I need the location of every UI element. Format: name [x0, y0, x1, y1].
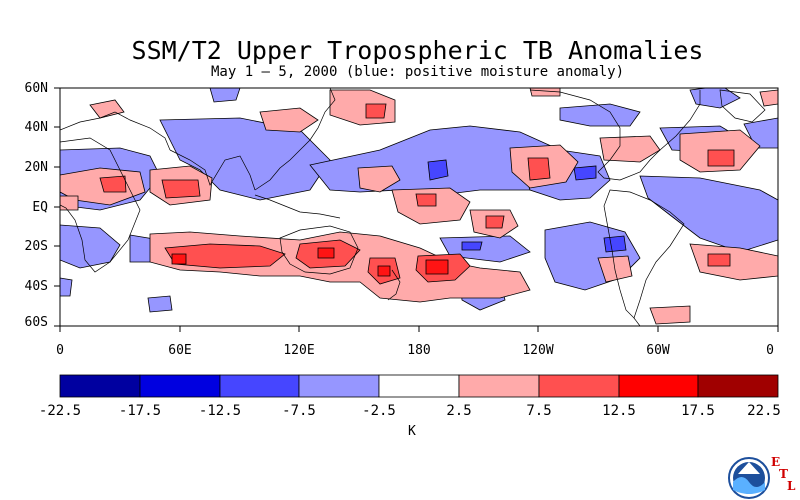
blue-strong-pacific [427, 159, 449, 181]
coastline-new-zealand [387, 269, 401, 301]
colorbar-bin [458, 374, 540, 398]
anomaly-field [60, 88, 778, 326]
red-mid-pacific-se [485, 215, 505, 229]
lon-tick: 60W [646, 343, 670, 358]
colorbar-bin [538, 374, 620, 398]
coastline-antarctic-peninsula [633, 317, 641, 326]
colorbar-label: 2.5 [446, 403, 472, 419]
coastlines [60, 88, 766, 326]
red-region-mid-pacific [357, 165, 401, 193]
colorbar-units: K [408, 424, 416, 439]
lon-tick: 120E [283, 343, 315, 358]
blue-region-north-atlantic [639, 175, 778, 253]
red-region-north-atlantic [599, 135, 661, 163]
coastline-indonesia [254, 194, 341, 219]
red-mid-south-indian [164, 243, 286, 269]
red-strong-tasman [377, 265, 391, 277]
lat-tick: 40N [24, 120, 48, 135]
colorbar-bin [219, 374, 300, 398]
blue-region-north-asia [209, 88, 241, 103]
etl-letter-t: T [779, 467, 788, 481]
lat-tick: 60S [24, 315, 48, 330]
blue-region-small-3 [60, 277, 73, 297]
coastline-arabia-india [169, 149, 256, 191]
coastline-south-america [603, 189, 685, 319]
lat-tick: EQ [32, 200, 48, 215]
lon-tick: 120W [522, 343, 554, 358]
blue-region-small-1 [147, 295, 173, 313]
colorbar-label: 22.5 [747, 403, 781, 419]
colorbar-label: 17.5 [681, 403, 715, 419]
lat-tick: 20S [24, 239, 48, 254]
coastline-north-america [529, 89, 701, 181]
coastline-australia [279, 225, 359, 275]
noaa-logo [728, 457, 770, 499]
red-mid-arabian [99, 175, 127, 193]
colorbar-bin [697, 374, 779, 398]
blue-strong-pacific-south [461, 241, 483, 251]
red-mid-east-tropical [527, 157, 551, 181]
blue-strong-east-pacific [573, 165, 597, 181]
page-title: SSM/T2 Upper Tropospheric TB Anomalies [131, 36, 704, 65]
colorbar-bin [139, 374, 221, 398]
blue-region-north-pacific [559, 103, 641, 127]
red-strong-south-pacific [425, 259, 449, 275]
blue-region-arctic-atlantic [689, 88, 741, 109]
coastline-africa [60, 137, 141, 273]
coastline-europe [60, 111, 171, 151]
red-region-small-5 [759, 89, 778, 107]
page-subtitle: May 1 – 5, 2000 (blue: positive moisture… [210, 64, 624, 80]
lon-tick: 0 [56, 343, 64, 358]
colorbar-label: -7.5 [282, 403, 316, 419]
colorbar-bin [298, 374, 380, 398]
colorbar-label: 7.5 [526, 403, 552, 419]
axis-ticks [54, 87, 779, 332]
lat-tick: 60N [24, 81, 48, 96]
red-region-western-pacific [259, 107, 319, 133]
lon-tick: 180 [407, 343, 431, 358]
etl-letter-e: E [771, 455, 781, 469]
colorbar-label: -22.5 [38, 403, 82, 419]
colorbar-bin [59, 374, 141, 398]
etl-letter-l: L [787, 479, 796, 493]
red-mid-atlantic [707, 149, 735, 167]
colorbar-bin [378, 374, 460, 398]
lon-tick: 60E [168, 343, 192, 358]
colorbar-bin [618, 374, 699, 398]
red-region-arctic [529, 88, 561, 97]
colorbar-label: -2.5 [362, 403, 396, 419]
coastline-greenland [719, 89, 766, 123]
blue-region-africa-south [60, 224, 121, 269]
red-mid-central-pacific [415, 193, 437, 207]
lat-tick: 40S [24, 279, 48, 294]
lat-tick: 20N [24, 160, 48, 175]
red-mid-south-atlantic [707, 253, 731, 267]
red-mid-north-indian [161, 179, 201, 199]
colorbar-label: -12.5 [198, 403, 242, 419]
red-strong-south-indian [171, 253, 187, 265]
red-region-south-pacific-ring [649, 305, 691, 325]
blue-strong-south-america [603, 235, 627, 253]
red-strong-australia [317, 247, 335, 259]
red-mid-north-pacific [365, 103, 387, 119]
red-region-small-6 [60, 195, 79, 211]
coastline-asia [254, 88, 336, 191]
red-region-small-4 [89, 99, 125, 119]
colorbar-label: -17.5 [118, 403, 162, 419]
colorbar [59, 374, 779, 398]
lon-tick: 0 [766, 343, 774, 358]
colorbar-label: 12.5 [602, 403, 636, 419]
red-region-south-atlantic [689, 243, 778, 281]
